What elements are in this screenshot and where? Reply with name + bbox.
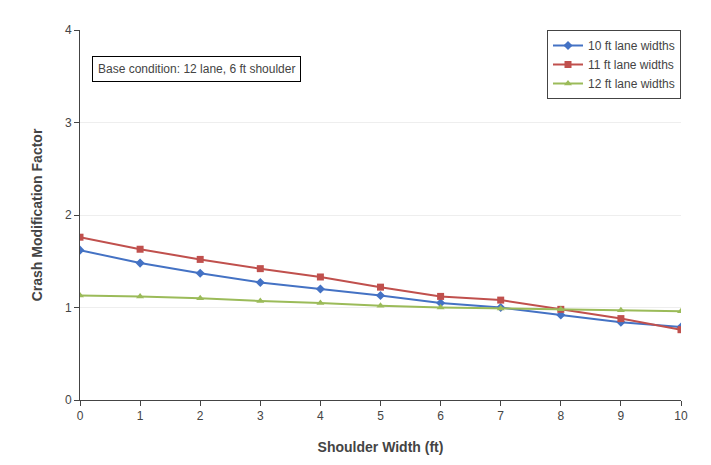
svg-text:4: 4 <box>317 409 324 423</box>
svg-text:4: 4 <box>65 23 72 37</box>
svg-text:10: 10 <box>674 409 688 423</box>
svg-text:3: 3 <box>257 409 264 423</box>
svg-text:12 ft lane widths: 12 ft lane widths <box>588 77 675 91</box>
svg-text:Shoulder Width (ft): Shoulder Width (ft) <box>318 439 444 455</box>
svg-text:1: 1 <box>65 301 72 315</box>
svg-text:0: 0 <box>77 409 84 423</box>
svg-text:9: 9 <box>618 409 625 423</box>
svg-text:6: 6 <box>437 409 444 423</box>
svg-text:1: 1 <box>137 409 144 423</box>
svg-text:7: 7 <box>497 409 504 423</box>
svg-text:10 ft lane widths: 10 ft lane widths <box>588 39 675 53</box>
svg-text:5: 5 <box>377 409 384 423</box>
svg-text:0: 0 <box>65 393 72 407</box>
svg-text:Base condition: 12 lane, 6 ft: Base condition: 12 lane, 6 ft shoulder <box>98 62 295 76</box>
svg-text:2: 2 <box>197 409 204 423</box>
svg-text:Crash Modification Factor: Crash Modification Factor <box>29 128 45 301</box>
svg-text:11 ft lane widths: 11 ft lane widths <box>588 58 674 72</box>
svg-text:3: 3 <box>65 116 72 130</box>
svg-text:2: 2 <box>65 208 72 222</box>
svg-text:8: 8 <box>557 409 564 423</box>
